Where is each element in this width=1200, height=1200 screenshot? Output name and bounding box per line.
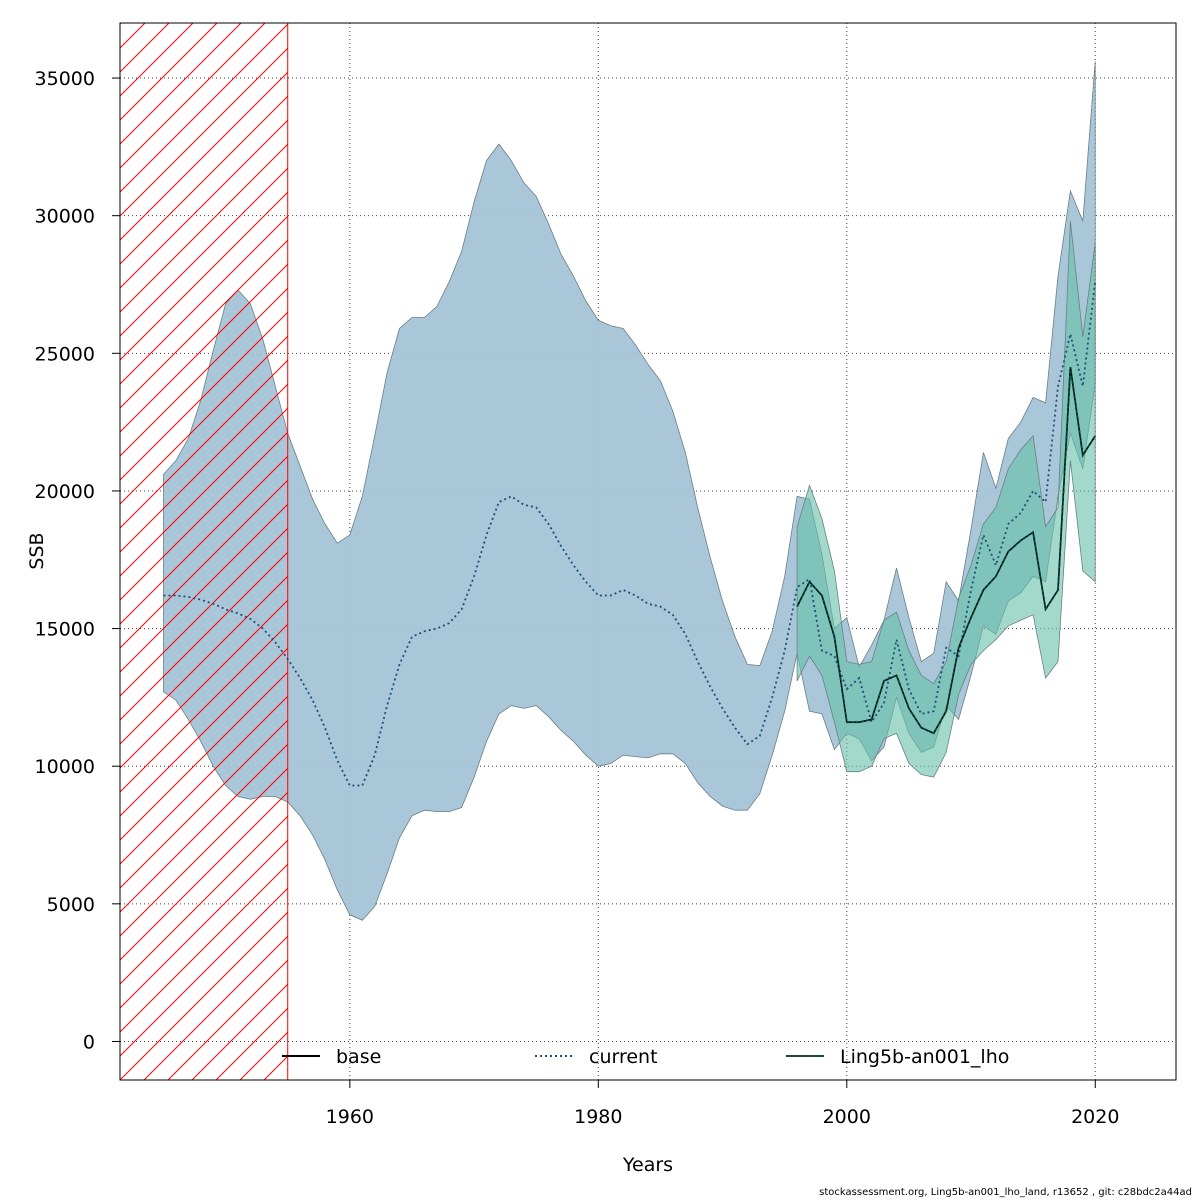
x-axis: 1960 1980 2000 2020 <box>326 1080 1119 1128</box>
x-tick-label: 2020 <box>1071 1106 1119 1128</box>
y-tick-label: 15000 <box>35 619 95 641</box>
hatched-early-period <box>119 22 289 1081</box>
plot-frame <box>119 22 1177 1081</box>
y-tick-label: 25000 <box>35 343 95 365</box>
legend-label-base: base <box>336 1046 381 1068</box>
y-tick-label: 10000 <box>35 756 95 778</box>
hatched-region <box>119 22 289 1081</box>
x-axis-title: Years <box>622 1154 673 1176</box>
legend: base current Ling5b-an001_lho <box>282 1046 1009 1068</box>
y-axis-title: SSB <box>26 532 48 569</box>
line-current <box>163 281 1097 787</box>
series-lines <box>163 281 1097 787</box>
x-tick-label: 1960 <box>326 1106 374 1128</box>
legend-label-current: current <box>589 1046 658 1068</box>
y-tick-label: 5000 <box>47 894 95 916</box>
y-axis: 0 5000 10000 15000 20000 25000 30000 35000 <box>35 68 120 1053</box>
band-Ling5b-an001_lho <box>796 221 1096 778</box>
y-tick-label: 0 <box>83 1031 95 1053</box>
confidence-bands <box>163 61 1096 921</box>
y-tick-label: 20000 <box>35 481 95 503</box>
y-tick-label: 35000 <box>35 68 95 90</box>
legend-label-Ling5b-an001_lho: Ling5b-an001_lho <box>840 1046 1009 1068</box>
x-tick-label: 1980 <box>574 1106 622 1128</box>
footer-credit: stockassessment.org, Ling5b-an001_lho_la… <box>819 1187 1192 1198</box>
line-Ling5b-an001_lho <box>796 366 1096 735</box>
band-current <box>163 61 1096 921</box>
y-tick-label: 30000 <box>35 206 95 228</box>
x-tick-label: 2000 <box>823 1106 871 1128</box>
